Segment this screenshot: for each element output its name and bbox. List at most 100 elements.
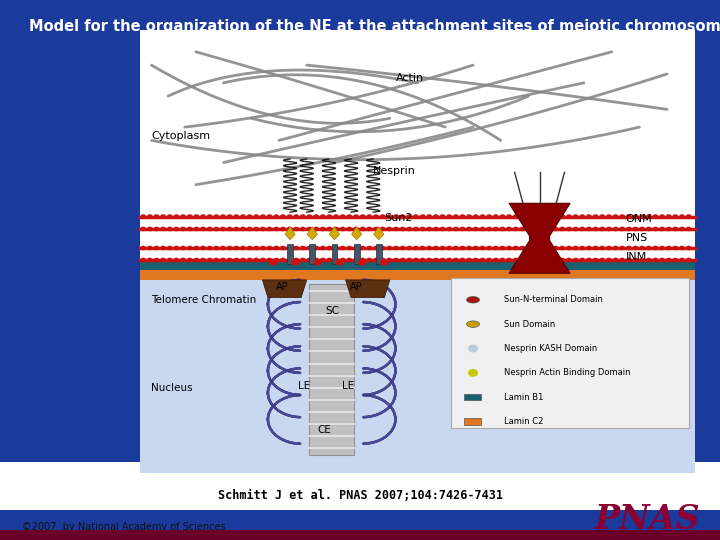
- Circle shape: [513, 258, 518, 261]
- Circle shape: [400, 246, 405, 249]
- Circle shape: [228, 246, 232, 249]
- Circle shape: [507, 227, 511, 231]
- Circle shape: [653, 258, 657, 261]
- Circle shape: [427, 258, 431, 261]
- Circle shape: [207, 215, 212, 218]
- Text: AP: AP: [350, 282, 363, 292]
- Circle shape: [640, 246, 644, 249]
- Circle shape: [240, 227, 245, 231]
- Circle shape: [593, 258, 598, 261]
- FancyBboxPatch shape: [464, 418, 481, 425]
- Circle shape: [647, 215, 651, 218]
- Circle shape: [534, 215, 538, 218]
- Circle shape: [328, 215, 332, 218]
- Circle shape: [201, 246, 205, 249]
- Circle shape: [567, 258, 571, 261]
- Circle shape: [567, 215, 571, 218]
- Circle shape: [387, 258, 392, 261]
- Circle shape: [188, 215, 192, 218]
- Circle shape: [194, 258, 199, 261]
- FancyBboxPatch shape: [310, 244, 315, 265]
- Circle shape: [560, 246, 564, 249]
- Circle shape: [454, 258, 458, 261]
- Circle shape: [248, 215, 252, 218]
- Circle shape: [593, 246, 598, 249]
- FancyBboxPatch shape: [287, 244, 293, 265]
- Circle shape: [374, 215, 378, 218]
- FancyBboxPatch shape: [0, 530, 720, 540]
- Circle shape: [154, 258, 158, 261]
- Circle shape: [667, 227, 671, 231]
- Circle shape: [420, 258, 425, 261]
- Circle shape: [274, 246, 279, 249]
- Circle shape: [400, 227, 405, 231]
- Circle shape: [248, 246, 252, 249]
- Circle shape: [374, 258, 378, 261]
- Polygon shape: [351, 227, 361, 240]
- Circle shape: [680, 215, 684, 218]
- Circle shape: [494, 227, 498, 231]
- Polygon shape: [509, 203, 570, 273]
- Ellipse shape: [531, 280, 549, 293]
- Circle shape: [294, 227, 298, 231]
- Circle shape: [613, 246, 618, 249]
- Circle shape: [467, 215, 472, 218]
- Circle shape: [387, 227, 392, 231]
- Circle shape: [673, 227, 678, 231]
- Circle shape: [634, 227, 638, 231]
- FancyBboxPatch shape: [140, 248, 695, 260]
- Circle shape: [228, 258, 232, 261]
- Polygon shape: [285, 227, 295, 240]
- Circle shape: [640, 215, 644, 218]
- Circle shape: [320, 246, 325, 249]
- Circle shape: [620, 246, 624, 249]
- Circle shape: [441, 227, 445, 231]
- Circle shape: [148, 246, 152, 249]
- Text: Sun Domain: Sun Domain: [503, 320, 555, 329]
- Circle shape: [660, 227, 665, 231]
- Circle shape: [580, 227, 585, 231]
- Circle shape: [214, 227, 218, 231]
- Circle shape: [653, 227, 657, 231]
- Circle shape: [414, 227, 418, 231]
- Circle shape: [600, 227, 604, 231]
- Circle shape: [267, 215, 271, 218]
- Circle shape: [620, 215, 624, 218]
- Circle shape: [441, 258, 445, 261]
- Circle shape: [534, 258, 538, 261]
- Circle shape: [168, 227, 172, 231]
- Circle shape: [341, 258, 345, 261]
- Circle shape: [240, 215, 245, 218]
- Circle shape: [607, 246, 611, 249]
- Text: CE: CE: [318, 426, 332, 435]
- Circle shape: [320, 215, 325, 218]
- Circle shape: [400, 258, 405, 261]
- FancyBboxPatch shape: [464, 394, 481, 401]
- Text: ©2007  by National Academy of Sciences: ©2007 by National Academy of Sciences: [22, 522, 225, 531]
- Circle shape: [480, 246, 485, 249]
- Circle shape: [613, 215, 618, 218]
- Circle shape: [287, 258, 292, 261]
- Circle shape: [301, 227, 305, 231]
- Circle shape: [660, 246, 665, 249]
- Circle shape: [294, 258, 298, 261]
- Circle shape: [221, 215, 225, 218]
- Circle shape: [221, 258, 225, 261]
- Circle shape: [168, 258, 172, 261]
- Circle shape: [228, 227, 232, 231]
- FancyBboxPatch shape: [140, 280, 695, 472]
- Circle shape: [334, 227, 338, 231]
- Circle shape: [467, 258, 472, 261]
- Circle shape: [287, 227, 292, 231]
- Circle shape: [673, 258, 678, 261]
- Text: Nesprin: Nesprin: [373, 166, 416, 177]
- Text: PNS: PNS: [626, 233, 648, 243]
- Circle shape: [647, 258, 651, 261]
- Circle shape: [647, 246, 651, 249]
- Circle shape: [634, 246, 638, 249]
- Circle shape: [660, 215, 665, 218]
- Circle shape: [507, 246, 511, 249]
- Circle shape: [394, 215, 398, 218]
- Circle shape: [307, 215, 312, 218]
- Circle shape: [301, 246, 305, 249]
